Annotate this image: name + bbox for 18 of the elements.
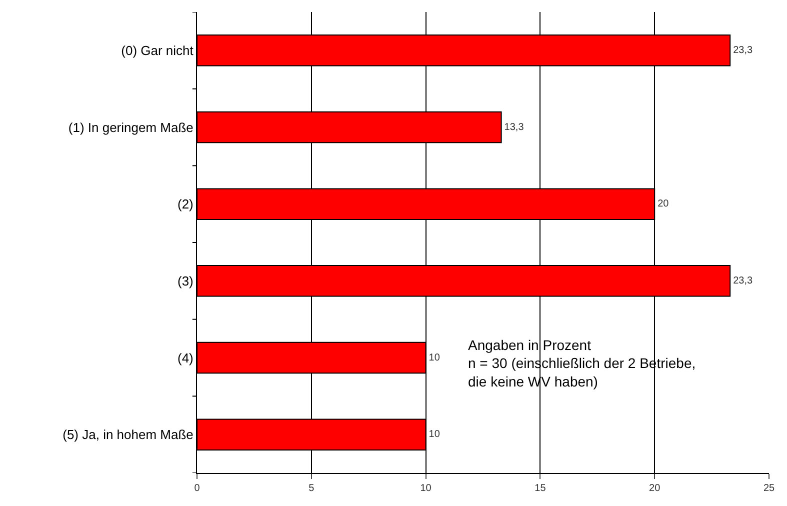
data-label: 20 [658, 198, 670, 210]
x-tick-label: 20 [649, 483, 661, 494]
y-tick-label: (5) Ja, in hohem Maße [62, 427, 194, 442]
y-tick-label: (0) Gar nicht [121, 42, 194, 58]
data-label: 10 [428, 429, 440, 440]
data-label: 23,3 [733, 275, 753, 286]
data-label: 10 [428, 352, 440, 364]
x-tick-label: 10 [420, 483, 432, 494]
x-tick-label: 25 [763, 483, 775, 494]
x-tick-label: 0 [194, 483, 200, 494]
y-tick-label: (2) [178, 196, 194, 212]
y-tick-label: (1) In geringem Maße [68, 120, 194, 135]
y-tick-label: (3) [178, 273, 194, 288]
data-label: 13,3 [504, 122, 524, 133]
data-label: 23,3 [733, 44, 753, 56]
x-tick-label: 5 [308, 483, 315, 494]
x-tick-label: 15 [534, 483, 546, 494]
y-tick-label: (4) [178, 350, 194, 366]
